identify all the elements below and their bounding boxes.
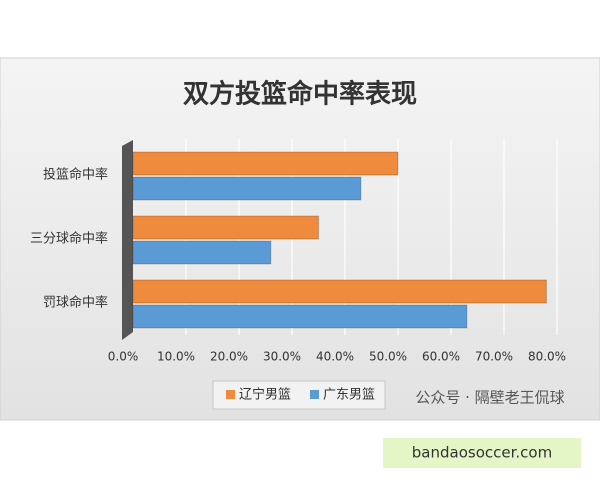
x-tick-label: 10.0% xyxy=(157,350,195,364)
x-tick-label: 40.0% xyxy=(316,350,354,364)
bar xyxy=(132,176,362,201)
source-box xyxy=(383,438,581,468)
legend-label: 辽宁男篮 xyxy=(239,387,291,403)
bar xyxy=(132,215,319,240)
x-tick-label: 20.0% xyxy=(210,350,248,364)
y-tick-label: 投篮命中率 xyxy=(43,167,108,183)
source-text: bandaosoccer.com xyxy=(412,444,552,462)
x-tick-label: 60.0% xyxy=(422,350,460,364)
legend-label: 广东男篮 xyxy=(323,388,375,403)
legend-swatch xyxy=(310,390,319,399)
x-tick-label: 80.0% xyxy=(528,350,566,364)
chart-title: 双方投篮命中率表现 xyxy=(183,79,417,110)
watermark: 公众号 · 隔壁老王侃球 xyxy=(415,389,564,407)
legend-box xyxy=(212,380,386,410)
y-tick-label: 罚球命中率 xyxy=(43,295,108,311)
bar xyxy=(132,304,468,329)
x-tick-label: 0.0% xyxy=(108,350,139,364)
bar xyxy=(132,240,272,265)
x-tick-label: 30.0% xyxy=(263,350,301,364)
y-tick-label: 三分球命中率 xyxy=(30,231,108,247)
x-tick-label: 50.0% xyxy=(369,350,407,364)
x-tick-label: 70.0% xyxy=(475,350,513,364)
bar xyxy=(132,151,399,176)
legend-swatch xyxy=(226,390,235,399)
bar xyxy=(132,279,547,304)
axis-wall xyxy=(122,140,133,340)
